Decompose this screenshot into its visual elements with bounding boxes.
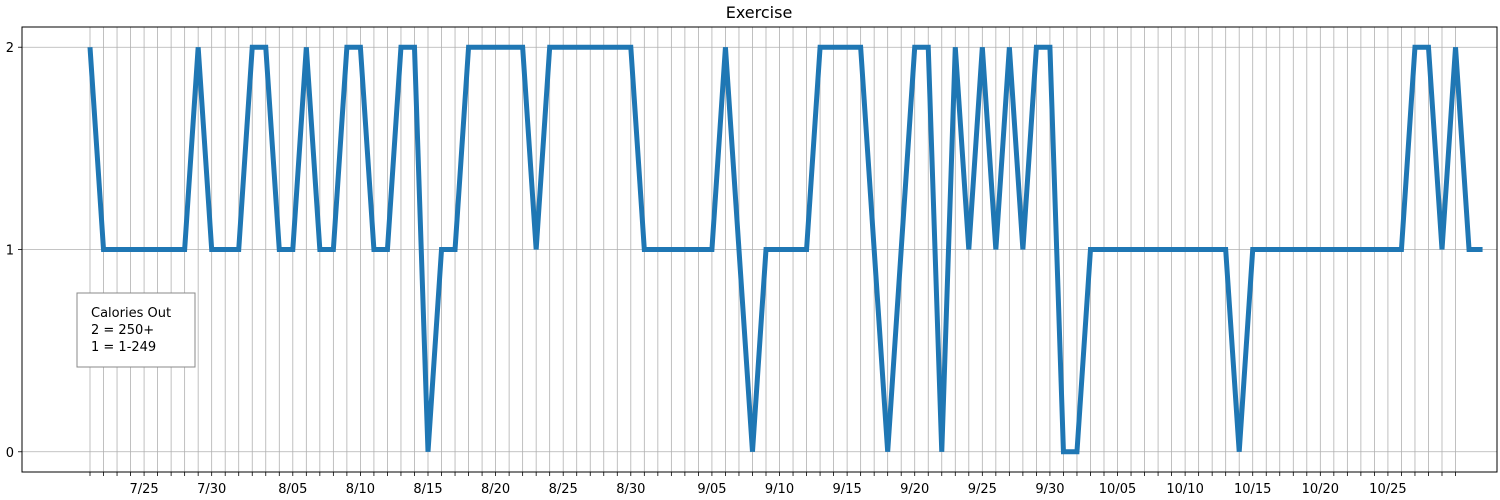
y-tick-label: 0 (6, 446, 14, 461)
x-tick-label: 9/25 (968, 482, 997, 497)
x-tick-label: 8/15 (413, 482, 442, 497)
x-tick-label: 8/30 (616, 482, 645, 497)
series-line (87, 44, 1483, 455)
x-tick-label: 10/10 (1166, 482, 1203, 497)
chart-title: Exercise (726, 3, 793, 22)
line-layer (87, 44, 1483, 455)
x-tick-label: 9/05 (697, 482, 726, 497)
x-tick-label: 9/10 (765, 482, 794, 497)
x-tick-label: 8/05 (278, 482, 307, 497)
annotation-box: Calories Out 2 = 250+ 1 = 1-249 (76, 292, 196, 368)
x-tick-label: 10/05 (1099, 482, 1136, 497)
x-tick-label: 8/20 (481, 482, 510, 497)
plot-frame (21, 26, 1498, 473)
x-tick-label: 10/25 (1369, 482, 1406, 497)
x-tick-label: 9/15 (833, 482, 862, 497)
annotation-line-1: 2 = 250+ (91, 323, 154, 338)
y-tick-label: 2 (6, 41, 14, 56)
annotation-line-2: 1 = 1-249 (91, 340, 156, 355)
x-tick-label: 10/20 (1302, 482, 1339, 497)
x-tick-label: 10/15 (1234, 482, 1271, 497)
x-tick-label: 7/25 (129, 482, 158, 497)
axis-layer: 0 1 2 7/25 7/30 8/05 8/10 8/15 8/20 8/25 8/30 9/05 9… (6, 26, 1498, 497)
x-tick-label: 9/20 (900, 482, 929, 497)
x-tick-label: 9/30 (1035, 482, 1064, 497)
x-tick-label: 7/30 (197, 482, 226, 497)
y-tick-label: 1 (6, 244, 14, 259)
x-tick-label: 8/25 (549, 482, 578, 497)
annotation-title: Calories Out (91, 306, 171, 321)
x-tick-label: 8/10 (346, 482, 375, 497)
